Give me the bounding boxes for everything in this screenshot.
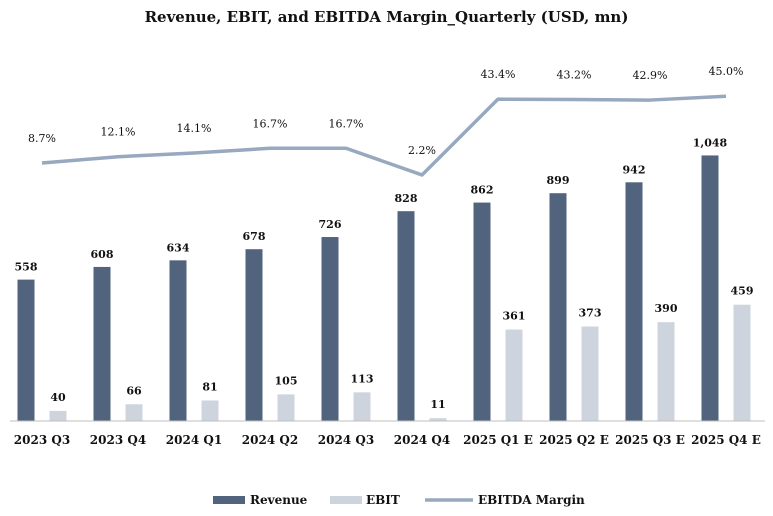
revenue-bar xyxy=(321,237,339,421)
revenue-data-label: 608 xyxy=(91,248,114,261)
legend-revenue-swatch xyxy=(213,496,245,504)
revenue-bar xyxy=(701,155,719,421)
x-tick-label: 2023 Q3 xyxy=(14,433,70,447)
ebit-data-label: 459 xyxy=(731,285,754,298)
x-tick-label: 2023 Q4 xyxy=(90,433,146,447)
x-tick-label: 2025 Q3 E xyxy=(615,433,685,447)
ebit-bar xyxy=(429,418,447,421)
legend-ebit-label: EBIT xyxy=(366,493,400,507)
ebit-data-label: 373 xyxy=(579,306,602,319)
revenue-data-label: 1,048 xyxy=(693,136,728,149)
x-tick-label: 2025 Q2 E xyxy=(539,433,609,447)
margin-data-label: 42.9% xyxy=(633,69,668,82)
labels-layer: 558 40 2023 Q3 8.7% 608 66 2023 Q4 12.1% 634 81 20… xyxy=(14,65,761,447)
revenue-data-label: 634 xyxy=(167,241,190,254)
revenue-bar xyxy=(473,202,491,421)
ebit-bar xyxy=(277,394,295,421)
revenue-data-label: 828 xyxy=(395,192,418,205)
x-tick-label: 2024 Q3 xyxy=(318,433,374,447)
legend-revenue-label: Revenue xyxy=(250,493,308,507)
margin-data-label: 2.2% xyxy=(408,144,436,157)
ebit-bar xyxy=(581,326,599,421)
x-tick-label: 2025 Q1 E xyxy=(463,433,533,447)
ebit-bar xyxy=(353,392,371,421)
revenue-bar xyxy=(169,260,187,421)
revenue-bar xyxy=(17,279,35,421)
legend-ebit-swatch xyxy=(330,496,362,504)
ebit-bar xyxy=(125,404,143,421)
legend-ebitda-margin-label: EBITDA Margin xyxy=(478,493,585,507)
margin-data-label: 16.7% xyxy=(329,117,364,130)
ebit-data-label: 390 xyxy=(655,302,678,315)
ebit-data-label: 361 xyxy=(503,310,526,323)
revenue-bar xyxy=(625,182,643,421)
margin-data-label: 16.7% xyxy=(253,117,288,130)
ebit-data-label: 81 xyxy=(202,380,217,393)
x-tick-label: 2025 Q4 E xyxy=(691,433,761,447)
margin-data-label: 43.4% xyxy=(481,68,516,81)
x-tick-label: 2024 Q1 xyxy=(166,433,222,447)
revenue-data-label: 942 xyxy=(623,163,646,176)
margin-data-label: 8.7% xyxy=(28,132,56,145)
ebit-data-label: 113 xyxy=(351,372,374,385)
revenue-bar xyxy=(549,193,567,421)
revenue-data-label: 726 xyxy=(319,218,342,231)
margin-data-label: 14.1% xyxy=(177,122,212,135)
revenue-data-label: 678 xyxy=(243,230,266,243)
revenue-data-label: 558 xyxy=(15,261,38,274)
revenue-data-label: 862 xyxy=(471,184,494,197)
bars-layer xyxy=(17,155,751,421)
revenue-bar xyxy=(93,266,111,421)
ebit-bar xyxy=(733,304,751,421)
ebit-data-label: 66 xyxy=(126,384,142,397)
revenue-bar xyxy=(397,211,415,421)
legend: Revenue EBIT EBITDA Margin xyxy=(213,493,585,507)
x-tick-label: 2024 Q4 xyxy=(394,433,450,447)
revenue-bar xyxy=(245,249,263,421)
ebit-data-label: 40 xyxy=(50,391,66,404)
chart-title: Revenue, EBIT, and EBITDA Margin_Quarter… xyxy=(144,8,629,26)
ebit-data-label: 105 xyxy=(275,374,298,387)
ebit-data-label: 11 xyxy=(430,398,445,411)
ebit-bar xyxy=(657,322,675,421)
margin-line-layer xyxy=(41,94,727,177)
x-tick-label: 2024 Q2 xyxy=(242,433,298,447)
ebit-bar xyxy=(49,410,67,421)
revenue-data-label: 899 xyxy=(547,174,570,187)
ebitda-margin-line xyxy=(41,94,727,177)
margin-data-label: 43.2% xyxy=(557,69,592,82)
margin-data-label: 12.1% xyxy=(101,126,136,139)
margin-data-label: 45.0% xyxy=(709,65,744,78)
ebit-bar xyxy=(505,329,523,421)
ebit-bar xyxy=(201,400,219,421)
